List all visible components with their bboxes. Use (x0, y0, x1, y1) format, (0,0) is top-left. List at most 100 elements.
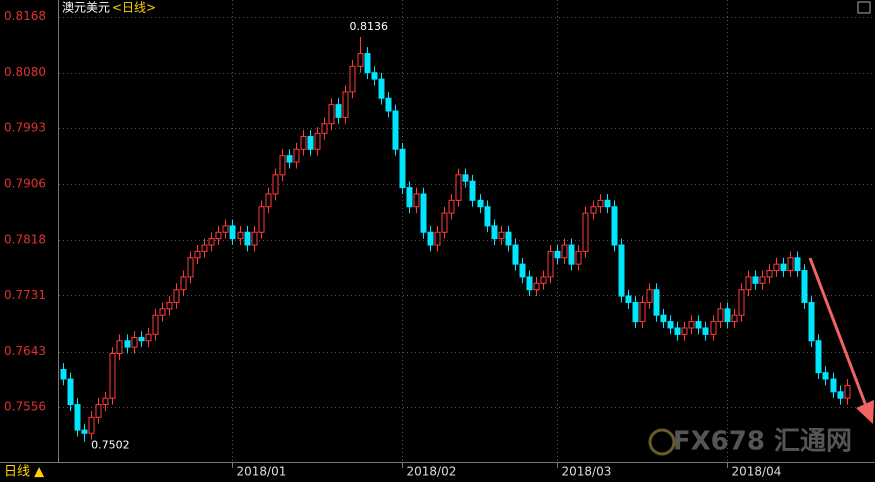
candle-body (272, 174, 279, 195)
min-annotation: 0.7502 (91, 439, 129, 452)
candle-body (815, 340, 822, 374)
candle-body (575, 250, 582, 265)
candle-body (667, 321, 674, 329)
candle-body (632, 301, 639, 323)
candle-body (335, 104, 342, 118)
window-icon[interactable] (857, 1, 871, 14)
candle-body (498, 231, 505, 240)
candle-body (413, 193, 420, 208)
candle-body (159, 308, 166, 316)
candle-body (568, 244, 575, 265)
candle-body (660, 314, 667, 323)
candle-body (328, 104, 335, 125)
candle-body (455, 174, 462, 201)
grid (59, 0, 875, 462)
period-label[interactable]: 日线 ▲ (4, 465, 44, 480)
candle-body (258, 206, 265, 233)
candle-body (251, 231, 258, 246)
candle-body (688, 321, 695, 329)
candle-body (491, 225, 498, 240)
y-tick-label: 0.8080 (4, 65, 46, 79)
candle-body (681, 327, 688, 335)
trend-arrow-head (856, 400, 874, 424)
candle-body (208, 238, 215, 246)
candle-body (674, 327, 681, 335)
x-tick-label: 2018/01 (237, 465, 287, 479)
candle-body (766, 270, 773, 278)
candle-body (229, 225, 236, 240)
candle-body (124, 340, 131, 348)
candle-body (745, 276, 752, 291)
candle-body (717, 308, 724, 323)
candle-body (349, 65, 356, 93)
candle-body (695, 321, 702, 329)
y-tick-label: 0.7556 (4, 400, 46, 414)
candle-body (60, 368, 67, 380)
candle-body (166, 301, 173, 310)
max-annotation: 0.8136 (350, 20, 389, 33)
candle-body (597, 199, 604, 208)
watermark: FX678 汇通网 (673, 427, 852, 457)
candle-body (342, 91, 349, 118)
y-tick-label: 0.8168 (4, 9, 46, 23)
candle-body (540, 276, 547, 284)
candle-body (67, 378, 74, 406)
candle-body (102, 397, 109, 406)
candle-body (244, 231, 251, 246)
candle-body (773, 263, 780, 272)
candle-body (293, 148, 300, 163)
candle-body (314, 132, 321, 150)
candle-body (434, 231, 441, 246)
candle-body (173, 289, 180, 303)
candle-body (462, 174, 469, 182)
candle-body (307, 136, 314, 150)
candle-body (625, 295, 632, 303)
candle-body (116, 340, 123, 355)
candle-body (201, 244, 208, 252)
candle-body (187, 257, 194, 278)
candle-body (512, 244, 519, 265)
candle-body (561, 244, 568, 259)
candle-body (385, 97, 392, 112)
candle-body (519, 263, 526, 278)
candle-body (321, 123, 328, 134)
candle-body (194, 250, 201, 259)
x-tick-label: 2018/04 (732, 465, 782, 479)
candle-body (618, 244, 625, 297)
candle-body (145, 333, 152, 342)
candle-body (837, 391, 844, 399)
candle-body (279, 155, 286, 176)
candle-body (724, 308, 731, 323)
candle-body (808, 301, 815, 342)
candle-body (448, 199, 455, 214)
candle-body (505, 231, 512, 246)
candle-body (74, 404, 81, 431)
candle-body (300, 136, 307, 150)
candle-body (427, 231, 434, 246)
x-tick-label: 2018/03 (562, 465, 612, 479)
candle-body (752, 276, 759, 284)
candle-body (738, 289, 745, 316)
candle-body (392, 110, 399, 150)
candle-body (731, 314, 738, 323)
candle-body (237, 231, 244, 240)
candle-body (582, 212, 589, 252)
candle-body (710, 321, 717, 335)
candle-body (526, 276, 533, 291)
candle-body (822, 372, 829, 380)
candle-body (604, 199, 611, 208)
candle-body (554, 250, 561, 259)
candle-body (533, 282, 540, 291)
candle-body (371, 72, 378, 80)
candle-body (477, 199, 484, 208)
candle-body (378, 78, 385, 99)
candle-body (653, 289, 660, 316)
candle-body (547, 250, 554, 278)
candle-body (801, 270, 808, 303)
candle-body (420, 193, 427, 233)
watermark-logo (648, 428, 676, 456)
y-tick-label: 0.7818 (4, 232, 46, 246)
candle-body (441, 212, 448, 233)
candle-body (399, 148, 406, 189)
